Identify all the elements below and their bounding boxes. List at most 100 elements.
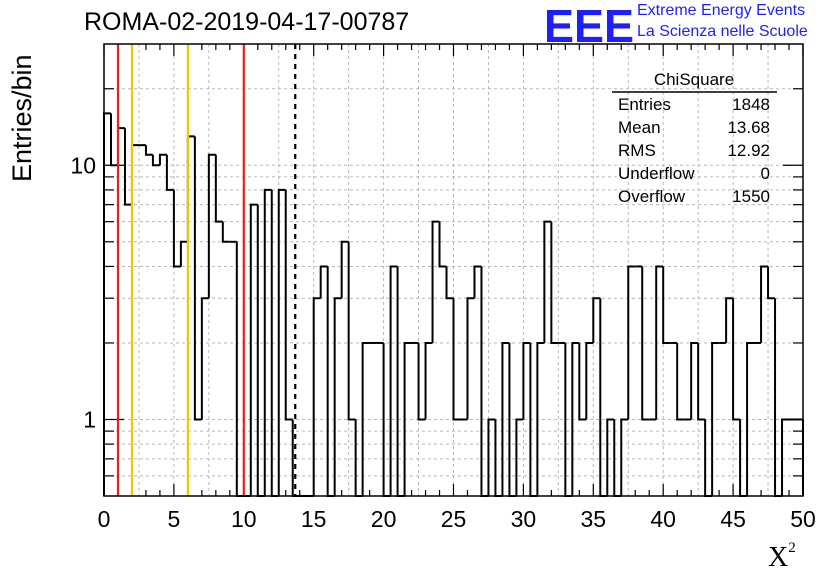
stats-label-entries: Entries — [618, 95, 671, 114]
histogram-bin — [760, 265, 769, 343]
histogram-bin — [662, 266, 671, 344]
histogram-bin — [767, 266, 776, 300]
histogram-bin — [585, 341, 594, 420]
logo-line-1: Extreme Energy Events — [637, 2, 806, 19]
eee-logo: EEE — [544, 4, 634, 44]
y-tick-label: 1 — [83, 406, 96, 432]
eee-logo-letters: EEE — [544, 4, 634, 44]
histogram-bin — [361, 341, 370, 496]
histogram-bin — [725, 297, 734, 343]
y-axis-label: Entries/bin — [7, 54, 37, 182]
histogram-bin — [319, 265, 328, 299]
histogram-bin — [263, 188, 272, 496]
histogram-bin — [200, 297, 209, 420]
histogram-bin — [445, 266, 454, 300]
histogram-bin — [158, 153, 167, 166]
histogram-bin — [746, 341, 755, 496]
histogram-bin — [690, 341, 699, 420]
x-tick-label: 25 — [441, 506, 467, 532]
y-axis-tick-labels: 1 10 — [70, 152, 96, 432]
histogram-bin — [340, 240, 349, 299]
stats-value-mean: 13.68 — [727, 118, 770, 137]
x-axis-label: X2 — [768, 540, 796, 574]
histogram-bin — [620, 418, 629, 496]
histogram-bin — [732, 298, 741, 421]
histogram-bin — [522, 341, 531, 420]
run-title: ROMA-02-2019-04-17-00787 — [84, 8, 410, 36]
x-tick-label: 45 — [720, 506, 746, 532]
histogram-bin — [543, 220, 552, 343]
histogram-bin — [403, 341, 412, 496]
x-tick-label: 30 — [511, 506, 537, 532]
histogram-bin — [599, 298, 608, 497]
histogram-bin — [103, 112, 111, 496]
histogram-bin — [151, 154, 160, 167]
histogram-bin — [256, 204, 265, 497]
stats-value-entries: 1848 — [732, 95, 770, 114]
histogram-bin — [221, 221, 230, 243]
histogram-bin — [333, 297, 342, 496]
x-axis-label-base: X — [768, 542, 789, 573]
histogram-bin — [578, 342, 587, 421]
histogram-bin — [655, 265, 664, 420]
histogram-bin — [424, 341, 433, 420]
histogram-bin — [396, 266, 405, 497]
histogram-bin — [515, 418, 524, 496]
histogram-bin — [473, 265, 482, 299]
histogram-bin — [123, 128, 132, 206]
histogram-bin — [193, 136, 202, 421]
histogram-bin — [501, 341, 510, 496]
histogram-bin — [249, 203, 258, 496]
histogram-bin — [774, 298, 783, 497]
histogram-bin — [592, 297, 601, 343]
histogram-bin — [781, 418, 790, 496]
histogram-bin — [487, 418, 496, 496]
vertical-marker-lines — [116, 44, 297, 496]
histogram-bin — [312, 297, 321, 496]
x-tick-label: 35 — [581, 506, 607, 532]
x-tick-label: 20 — [371, 506, 397, 532]
histogram-bin — [550, 221, 559, 344]
histogram-bin — [277, 188, 286, 496]
x-tick-label: 10 — [231, 506, 257, 532]
plot-frame — [103, 43, 804, 497]
stats-title: ChiSquare — [654, 70, 734, 89]
histogram-bin — [165, 154, 174, 191]
histogram-bin — [431, 220, 440, 343]
histogram-bin — [144, 145, 153, 156]
histogram-bin — [466, 297, 475, 420]
x-axis-label-exponent: 2 — [788, 540, 796, 556]
x-axis-tick-labels: 0 5 10 15 20 25 30 35 40 45 50 — [98, 506, 816, 532]
stats-value-underflow: 0 — [761, 164, 770, 183]
stats-value-overflow: 1550 — [732, 187, 770, 206]
stats-label-rms: RMS — [618, 141, 656, 160]
stats-label-mean: Mean — [618, 118, 661, 137]
histogram-bin — [179, 240, 188, 267]
histogram-bin — [676, 342, 685, 421]
y-tick-label: 10 — [70, 152, 96, 178]
histogram-bin — [697, 342, 706, 421]
stats-label-underflow: Underflow — [618, 164, 695, 183]
histogram-bin — [536, 341, 545, 496]
histogram-bin — [207, 153, 216, 299]
histogram-bin — [389, 265, 398, 496]
x-tick-label: 5 — [168, 506, 181, 532]
histogram-bin — [452, 298, 461, 421]
histogram-bin — [438, 221, 447, 268]
histogram-bin — [214, 154, 223, 223]
stats-box: ChiSquare Entries 1848 Mean 13.68 RMS 12… — [612, 70, 777, 206]
histogram-bin — [627, 265, 636, 420]
histogram-bin — [606, 418, 615, 496]
histogram-bin — [109, 113, 118, 167]
histogram-bin — [571, 341, 580, 496]
x-tick-label: 40 — [650, 506, 676, 532]
histogram-bin — [347, 241, 356, 421]
x-tick-label: 15 — [301, 506, 327, 532]
logo-line-2: La Scienza nelle Scuole — [637, 23, 808, 40]
stats-value-rms: 12.92 — [727, 141, 770, 160]
histogram-bin — [417, 342, 426, 421]
x-tick-label: 50 — [790, 506, 816, 532]
x-tick-label: 0 — [98, 506, 111, 532]
histogram-bin — [326, 266, 335, 497]
